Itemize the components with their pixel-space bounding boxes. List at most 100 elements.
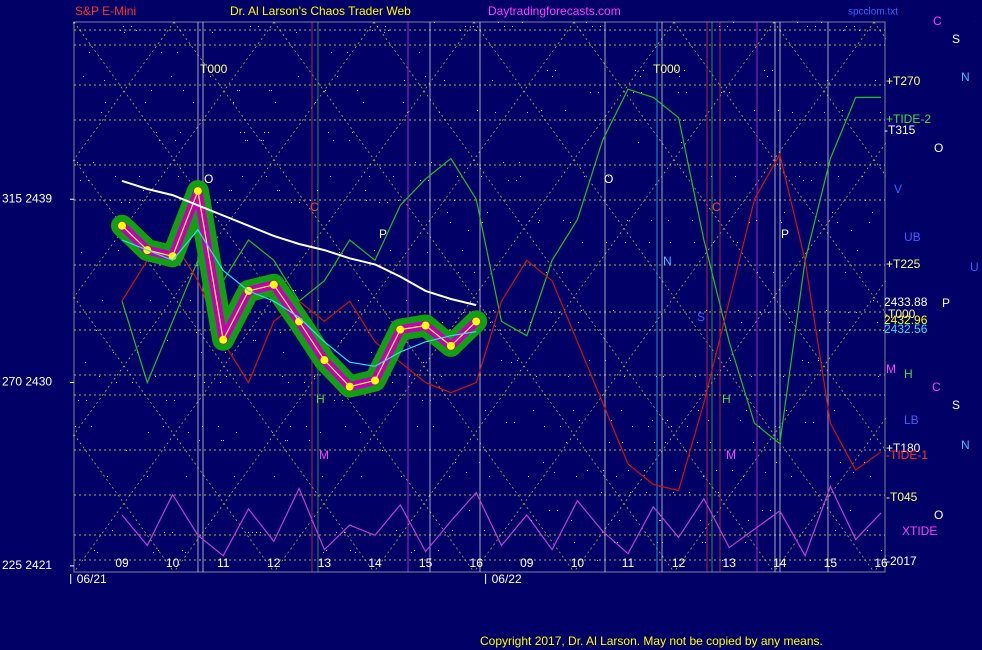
star-dot [865, 200, 866, 201]
star-dot [745, 542, 746, 543]
star-dot [452, 530, 453, 531]
star-dot [730, 360, 731, 361]
star-dot [609, 442, 610, 443]
star-dot [240, 132, 241, 133]
star-dot [684, 70, 685, 71]
price-dot [345, 382, 354, 391]
star-dot [698, 410, 699, 411]
right-label: -T000 [884, 307, 916, 321]
annotation: C [310, 200, 319, 214]
star-dot [261, 140, 262, 141]
star-dot [675, 470, 676, 471]
side-letter: S [952, 398, 960, 412]
star-dot [239, 90, 240, 91]
star-dot [430, 400, 431, 401]
star-dot [695, 376, 696, 377]
star-dot [330, 176, 331, 177]
star-dot [576, 476, 577, 477]
star-dot [474, 272, 475, 273]
star-dot [781, 222, 782, 223]
star-dot [411, 552, 412, 553]
series-line [121, 484, 882, 558]
star-dot [528, 476, 529, 477]
star-dot [870, 476, 871, 477]
star-dot [201, 352, 202, 353]
star-dot [673, 492, 674, 493]
star-dot [854, 26, 855, 27]
star-dot [337, 76, 338, 77]
star-dot [363, 102, 364, 103]
x-tick-label: 11 [622, 556, 635, 570]
star-dot [447, 212, 448, 213]
star-dot [694, 242, 695, 243]
star-dot [589, 360, 590, 361]
star-dot [172, 532, 173, 533]
star-dot [555, 70, 556, 71]
star-dot [595, 120, 596, 121]
star-dot [361, 476, 362, 477]
star-dot [104, 80, 105, 81]
star-dot [385, 26, 386, 27]
star-dot [741, 322, 742, 323]
star-dot [301, 290, 302, 291]
x-tick-label: 12 [267, 556, 281, 570]
star-dot [850, 510, 851, 511]
star-dot [94, 550, 95, 551]
star-dot [379, 202, 380, 203]
star-dot [473, 26, 474, 27]
star-dot [635, 70, 636, 71]
x-tick-label: 15 [419, 556, 433, 570]
star-dot [760, 312, 761, 313]
star-dot [535, 212, 536, 213]
star-dot [633, 92, 634, 93]
side-letter: S [952, 32, 960, 46]
star-dot [530, 322, 531, 323]
star-dot [568, 376, 569, 377]
star-dot [616, 476, 617, 477]
right-label: H [904, 367, 913, 381]
star-dot [345, 426, 346, 427]
star-dot [683, 120, 684, 121]
star-dot [131, 26, 132, 27]
star-dot [538, 222, 539, 223]
star-dot [552, 76, 553, 77]
x-tick-label: 14 [368, 556, 382, 570]
star-dot [737, 242, 738, 243]
star-dot [291, 202, 292, 203]
star-dot [546, 272, 547, 273]
star-dot [584, 176, 585, 177]
star-dot [231, 190, 232, 191]
star-dot [490, 322, 491, 323]
y-tick-label: 225 2421 [2, 558, 52, 572]
right-label: -T045 [886, 490, 918, 504]
star-dot [120, 30, 121, 31]
star-dot [830, 476, 831, 477]
star-dot [524, 330, 525, 331]
star-dot [287, 440, 288, 441]
star-dot [457, 176, 458, 177]
star-dot [724, 120, 725, 121]
star-dot [415, 162, 416, 163]
star-dot [687, 426, 688, 427]
star-dot [339, 252, 340, 253]
star-dot [547, 70, 548, 71]
star-dot [336, 532, 337, 533]
star-dot [519, 162, 520, 163]
star-dot [121, 202, 122, 203]
star-dot [442, 322, 443, 323]
star-dot [509, 560, 510, 561]
star-dot [536, 376, 537, 377]
star-dot [234, 476, 235, 477]
star-dot [404, 80, 405, 81]
x-tick-label: 09 [115, 556, 129, 570]
star-dot [468, 230, 469, 231]
star-dot [86, 400, 87, 401]
annotation: T000 [653, 62, 681, 76]
star-dot [148, 432, 149, 433]
star-dot [151, 90, 152, 91]
x-tick-label: 16 [874, 556, 888, 570]
star-dot [194, 376, 195, 377]
star-dot [753, 442, 754, 443]
date-label: 06/22 [492, 572, 522, 586]
star-dot [807, 26, 808, 27]
